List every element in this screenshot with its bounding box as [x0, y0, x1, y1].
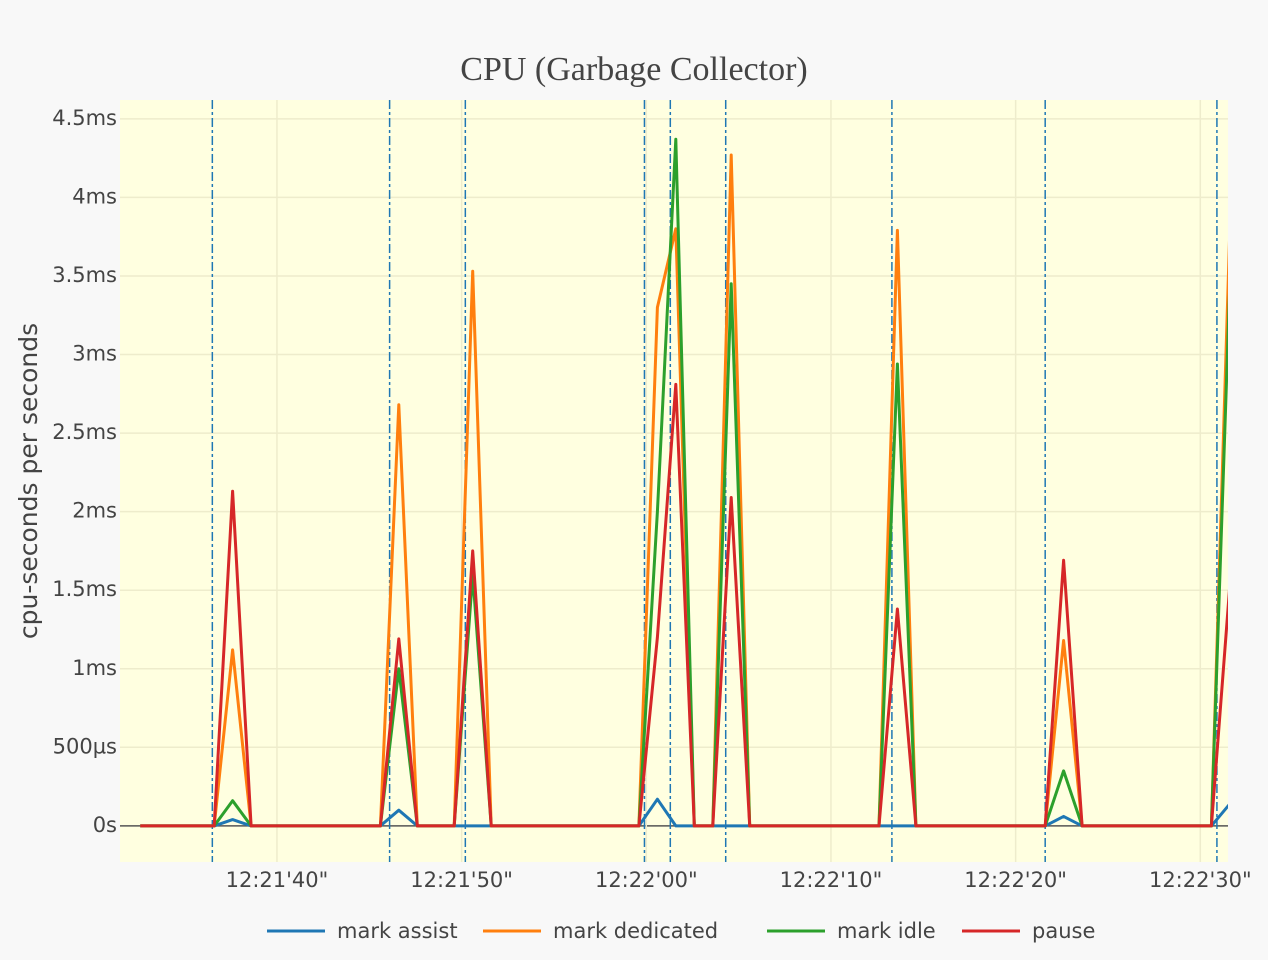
y-tick-label: 3ms [72, 342, 117, 366]
y-tick-label: 2.5ms [52, 420, 117, 444]
plot-area [120, 100, 1228, 862]
y-tick-label: 2ms [72, 499, 117, 523]
plot-layer [140, 100, 1228, 862]
y-tick-label: 500µs [53, 734, 117, 758]
series-line [140, 382, 1228, 828]
legend-label: pause [1032, 919, 1095, 943]
y-axis-label: cpu-seconds per seconds [14, 323, 43, 639]
x-tick-label: 12:22'10" [780, 868, 883, 892]
x-tick-label: 12:22'20" [964, 868, 1067, 892]
x-tick-label: 12:21'40" [226, 868, 329, 892]
y-tick-label: 3.5ms [52, 263, 117, 287]
y-tick-label: 1ms [72, 656, 117, 680]
legend-label: mark idle [837, 919, 936, 943]
chart-title: CPU (Garbage Collector) [460, 51, 807, 88]
x-tick-label: 12:22'00" [595, 868, 698, 892]
y-tick-label: 4ms [72, 184, 117, 208]
legend-label: mark dedicated [553, 919, 718, 943]
legend-label: mark assist [337, 919, 458, 943]
x-tick-label: 12:22'30" [1149, 868, 1252, 892]
y-tick-label: 4.5ms [52, 106, 117, 130]
x-tick-label: 12:21'50" [410, 868, 513, 892]
y-tick-label: 0s [93, 813, 117, 837]
y-tick-label: 1.5ms [52, 577, 117, 601]
